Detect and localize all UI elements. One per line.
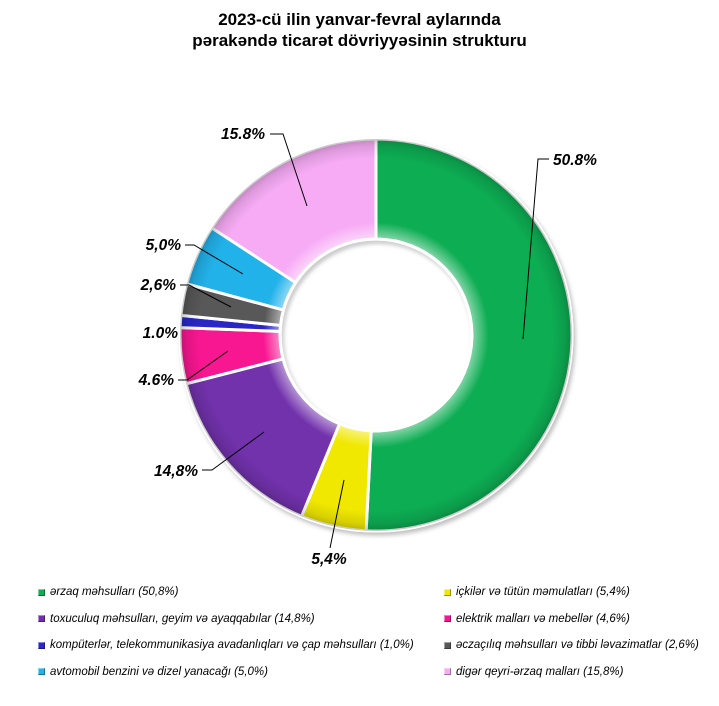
slice-value-label-fuel: 5,0% [146,237,182,254]
legend-item-other-nonfood: digər qeyri-ərzaq malları (15,8%) [444,666,699,678]
legend-label-beverages-tobacco: içkilər və tütün məmulatları (5,4%) [456,586,630,598]
legend-column-left: ərzaq məhsulları (50,8%) toxuculuq məhsul… [38,586,414,692]
slice-value-label-food: 50.8% [553,152,597,169]
chart-title-line1: 2023-cü ilin yanvar-fevral aylarında [218,10,501,29]
chart-title: 2023-cü ilin yanvar-fevral aylarında pər… [0,9,719,51]
legend-label-textiles-clothing: toxuculuq məhsulları, geyim və ayaqqabıl… [50,612,315,625]
leader-line-textiles-clothing [202,431,265,471]
leader-line-pharma-medical [180,284,232,308]
legend-item-textiles-clothing: toxuculuq məhsulları, geyim və ayaqqabıl… [38,613,414,625]
legend-item-electrical-furniture: elektrik malları və mebellər (4,6%) [444,613,699,625]
legend-swatch-fuel [38,668,45,675]
slice-value-label-beverages-tobacco: 5,4% [311,551,347,568]
legend-swatch-other-nonfood [444,668,451,675]
legend-item-fuel: avtomobil benzini və dizel yanacağı (5,0… [38,666,414,678]
pie-slice-food [364,137,574,533]
slice-value-label-computers-telecom-print: 1.0% [143,325,179,342]
legend-label-fuel: avtomobil benzini və dizel yanacağı (5,0… [50,665,268,678]
legend-swatch-electrical-furniture [444,615,451,622]
legend-label-computers-telecom-print: kompüterlər, telekommunikasiya avadanlıq… [50,639,414,651]
legend-label-food: ərzaq məhsulları (50,8%) [50,586,179,598]
slice-value-label-textiles-clothing: 14,8% [154,463,198,480]
legend-label-other-nonfood: digər qeyri-ərzaq malları (15,8%) [456,665,624,678]
legend-swatch-pharma-medical [444,641,451,649]
legend-label-pharma-medical: əczaçılıq məhsulları və tibbi ləvazimatl… [456,639,699,651]
leader-line-beverages-tobacco [329,479,345,549]
legend-label-electrical-furniture: elektrik malları və mebellər (4,6%) [456,612,630,625]
slice-value-label-other-nonfood: 15.8% [221,126,265,143]
leader-line-food [522,158,549,340]
legend-swatch-textiles-clothing [38,615,45,622]
legend-swatch-computers-telecom-print [38,641,45,649]
slice-value-label-electrical-furniture: 4.6% [138,372,175,389]
legend-swatch-beverages-tobacco [444,588,451,596]
leader-line-fuel [185,244,244,275]
slice-value-label-pharma-medical: 2,6% [140,277,177,294]
donut-slices [178,137,574,533]
legend-item-food: ərzaq məhsulları (50,8%) [38,586,414,598]
legend-item-pharma-medical: əczaçılıq məhsulları və tibbi ləvazimatl… [444,639,699,651]
legend-item-beverages-tobacco: içkilər və tütün məmulatları (5,4%) [444,586,699,598]
chart-title-line2: pərakəndə ticarət dövriyyəsinin struktur… [192,31,527,50]
legend-item-computers-telecom-print: kompüterlər, telekommunikasiya avadanlıq… [38,639,414,651]
legend-swatch-food [38,588,45,596]
legend-column-right: içkilər və tütün məmulatları (5,4%) elekt… [444,586,699,692]
leader-line-other-nonfood [270,133,308,207]
leader-line-electrical-furniture [178,350,229,381]
